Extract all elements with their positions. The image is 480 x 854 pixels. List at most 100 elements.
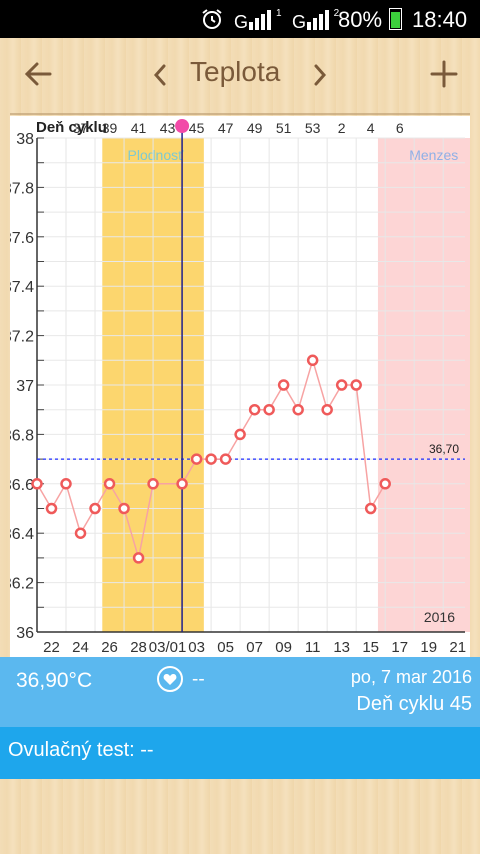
cycle-day-label: 6 [396, 120, 404, 136]
cycle-day-label: Deň cyklu 45 [356, 693, 472, 715]
battery-percent: 80% [338, 7, 383, 32]
temperature-point[interactable] [45, 502, 58, 515]
x-tick-label: 03/01 [149, 639, 187, 656]
alarm-icon [202, 9, 222, 29]
info-bar: 36,90°C -- po, 7 mar 2016 Deň cyklu 45 [0, 657, 480, 727]
app-bar: Teplota [0, 38, 480, 114]
menses-window-label: Menzes [409, 147, 458, 163]
x-tick-label: 28 [130, 639, 147, 656]
temperature-point[interactable] [118, 502, 130, 515]
temperature-point[interactable] [364, 502, 377, 515]
temperature-point[interactable] [379, 478, 391, 490]
temperature-point[interactable] [60, 478, 72, 490]
heart-value: -- [192, 669, 205, 690]
signal-1-label: 1 [276, 7, 282, 19]
cycle-day-label: 45 [189, 120, 205, 136]
selected-day-marker[interactable] [175, 119, 190, 133]
temperature-point[interactable] [147, 478, 159, 490]
status-icons: G 1 G 2 [200, 6, 339, 32]
cycle-day-label: 53 [305, 120, 321, 136]
temperature-point[interactable] [74, 527, 87, 539]
temperature-point[interactable] [176, 478, 188, 490]
svg-text:G: G [292, 12, 306, 31]
svg-text:G: G [234, 12, 248, 31]
x-tick-label: 07 [246, 639, 263, 656]
page-title: Teplota [190, 56, 281, 87]
cycle-day-label: 37 [73, 120, 89, 136]
y-tick-label: 38 [16, 131, 34, 148]
x-tick-label: 17 [391, 639, 408, 656]
signal-2-label: 2 [333, 7, 340, 19]
temperature-point[interactable] [205, 453, 217, 465]
y-tick-label: 36.2 [10, 576, 34, 593]
battery-icon [389, 8, 402, 30]
signal-2: G 2 [292, 8, 340, 31]
y-tick-label: 36.4 [10, 526, 34, 543]
y-tick-label: 36.6 [10, 477, 34, 494]
x-tick-label: 15 [362, 639, 379, 656]
y-tick-label: 37.2 [10, 329, 34, 346]
y-tick-label: 37 [16, 378, 34, 395]
temperature-point[interactable] [103, 478, 116, 490]
cycle-day-label: 49 [247, 120, 263, 136]
title-switcher: Teplota [150, 56, 330, 96]
cycle-day-label: 4 [367, 120, 375, 136]
app-bar-divider [10, 113, 470, 115]
cycle-day-label: 41 [131, 120, 147, 136]
cycle-day-label: 2 [338, 120, 346, 136]
y-tick-label: 37.4 [10, 279, 34, 296]
chevron-left-icon[interactable] [150, 60, 170, 90]
y-tick-label: 37.6 [10, 230, 34, 247]
chevron-right-icon[interactable] [310, 60, 330, 90]
temperature-point[interactable] [306, 354, 319, 367]
x-tick-label: 11 [305, 639, 321, 656]
x-tick-label: 22 [43, 639, 60, 656]
y-tick-label: 37.8 [10, 180, 34, 197]
temperature-point[interactable] [89, 502, 101, 515]
year-label: 2016 [424, 609, 455, 625]
temperature-point[interactable] [248, 403, 261, 416]
status-bar: G 1 G 2 80% 18:40 [0, 0, 480, 38]
signal-icon: G [234, 9, 271, 31]
coverline-label: 36,70 [429, 442, 459, 456]
selected-date: po, 7 mar 2016 [350, 667, 472, 687]
cycle-day-label: 39 [102, 120, 118, 136]
temperature-point[interactable] [219, 453, 232, 465]
temperature-point[interactable] [335, 379, 348, 391]
cycle-day-label: 43 [160, 120, 176, 136]
x-tick-label: 13 [333, 639, 350, 656]
temperature-value: 36,90°C [16, 669, 93, 692]
x-tick-label: 05 [217, 639, 234, 656]
x-tick-label: 21 [449, 639, 466, 656]
clock: 18:40 [412, 7, 468, 32]
temperature-chart[interactable]: Plodnosť Menzes 38 37.8 37.6 37.4 37.2 37 36.8 36… [10, 116, 470, 657]
plus-icon[interactable] [428, 58, 460, 90]
ovulation-test-text: Ovulačný test: -- [8, 739, 154, 761]
temperature-point[interactable] [31, 478, 43, 490]
temperature-point[interactable] [132, 552, 145, 564]
y-tick-label: 36 [16, 625, 34, 642]
x-tick-label: 03 [188, 639, 205, 656]
signal-1: G 1 [234, 8, 282, 31]
signal-icon: G [292, 9, 329, 31]
x-tick-label: 26 [101, 639, 118, 656]
arrow-left-icon[interactable] [22, 58, 54, 90]
temperature-point[interactable] [350, 379, 362, 391]
temperature-chart-panel[interactable]: Plodnosť Menzes 38 37.8 37.6 37.4 37.2 37 36.8 36… [10, 116, 470, 657]
temperature-point[interactable] [277, 379, 290, 391]
x-tick-label: 24 [72, 639, 89, 656]
temperature-point[interactable] [234, 428, 246, 441]
temperature-point[interactable] [263, 403, 275, 416]
fertile-window-label: Plodnosť [128, 147, 185, 163]
cycle-day-label: 51 [276, 120, 292, 136]
y-tick-label: 36.8 [10, 427, 34, 444]
temperature-point[interactable] [292, 403, 304, 416]
heart-icon[interactable] [157, 666, 183, 692]
temperature-point[interactable] [321, 403, 333, 416]
x-tick-label: 19 [420, 639, 437, 656]
temperature-point[interactable] [190, 453, 203, 465]
x-tick-label: 09 [275, 639, 292, 656]
ovulation-test-bar[interactable]: Ovulačný test: -- [0, 727, 480, 779]
cycle-header-label: Deň cyklu [36, 119, 107, 136]
cycle-day-label: 47 [218, 120, 234, 136]
